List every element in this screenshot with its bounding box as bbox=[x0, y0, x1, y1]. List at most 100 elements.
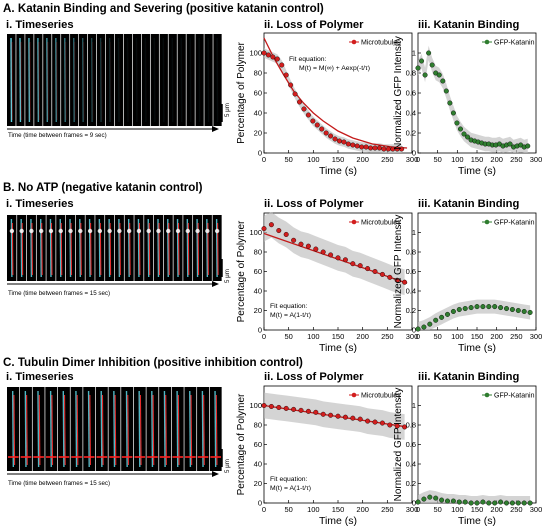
data-point bbox=[310, 118, 316, 124]
y-tick-label: 0.8 bbox=[406, 69, 416, 78]
x-axis-label: Time (s) bbox=[319, 165, 357, 177]
y-tick-label: 0.6 bbox=[406, 89, 416, 98]
data-point bbox=[385, 146, 391, 152]
data-point bbox=[320, 411, 326, 417]
y-tick-label: 0 bbox=[412, 149, 416, 158]
bright-spot bbox=[78, 228, 83, 234]
legend-swatch bbox=[484, 392, 490, 398]
data-point bbox=[387, 274, 393, 280]
data-point bbox=[402, 424, 408, 430]
red-filament bbox=[13, 394, 16, 466]
y-tick-label: 60 bbox=[254, 267, 262, 276]
bright-spot bbox=[185, 228, 190, 234]
x-axis-label: Time (s) bbox=[319, 342, 357, 354]
data-point bbox=[350, 142, 356, 148]
bright-spot bbox=[156, 228, 161, 234]
data-point bbox=[319, 126, 325, 132]
x-tick-label: 50 bbox=[433, 155, 441, 164]
data-point bbox=[372, 419, 378, 425]
row-a-title: A. Katanin Binding and Severing (positiv… bbox=[3, 2, 324, 15]
x-tick-label: 0 bbox=[416, 505, 420, 514]
data-point bbox=[328, 133, 334, 139]
fit-equation-text: Fit equation: bbox=[289, 56, 327, 63]
data-point bbox=[515, 308, 521, 314]
y-tick-label: 0.2 bbox=[406, 306, 416, 315]
cyan-filament bbox=[11, 390, 15, 468]
time-arrow-head bbox=[212, 281, 219, 287]
cyan-filament bbox=[163, 390, 166, 468]
data-point bbox=[350, 415, 356, 421]
legend-label: Microtubules bbox=[361, 40, 401, 47]
data-point bbox=[365, 266, 371, 272]
data-point bbox=[268, 403, 274, 409]
bright-spot bbox=[136, 228, 142, 234]
data-point bbox=[450, 498, 456, 504]
x-tick-label: 300 bbox=[530, 505, 543, 514]
fit-equation-text: Fit equation: bbox=[270, 303, 308, 310]
x-tick-label: 200 bbox=[490, 332, 503, 341]
data-point bbox=[323, 130, 329, 136]
legend-swatch bbox=[351, 392, 357, 398]
data-point bbox=[270, 54, 276, 60]
data-point bbox=[498, 305, 504, 311]
y-tick-label: 60 bbox=[254, 89, 262, 98]
data-point bbox=[439, 314, 445, 320]
x-axis-label: Time (s) bbox=[458, 342, 496, 354]
data-point bbox=[443, 88, 449, 94]
bright-spot bbox=[97, 228, 103, 234]
data-point bbox=[507, 141, 513, 147]
data-point bbox=[345, 141, 351, 147]
x-tick-label: 250 bbox=[381, 505, 394, 514]
data-point bbox=[283, 405, 289, 411]
bright-spot bbox=[117, 228, 122, 234]
cyan-filament bbox=[138, 390, 141, 468]
y-tick-label: 1 bbox=[412, 228, 416, 237]
y-tick-label: 100 bbox=[249, 401, 262, 410]
data-point bbox=[357, 416, 363, 422]
data-point bbox=[283, 231, 289, 237]
row-b-title: B. No ATP (negative katanin control) bbox=[3, 181, 203, 194]
data-point bbox=[433, 495, 439, 501]
x-tick-label: 300 bbox=[406, 505, 419, 514]
y-tick-label: 0.6 bbox=[406, 440, 416, 449]
x-axis-label: Time (s) bbox=[458, 165, 496, 177]
y-axis-label: Percentage of Polymer bbox=[236, 393, 247, 495]
y-tick-label: 20 bbox=[254, 306, 262, 315]
x-tick-label: 300 bbox=[530, 155, 543, 164]
data-point bbox=[461, 131, 467, 137]
data-point bbox=[298, 407, 304, 413]
data-point bbox=[456, 499, 462, 505]
cyan-filament bbox=[125, 390, 128, 468]
y-axis-label: Percentage of Polymer bbox=[236, 220, 247, 322]
data-point bbox=[474, 500, 480, 506]
cyan-filament bbox=[189, 390, 192, 468]
data-point bbox=[440, 78, 446, 84]
y-tick-label: 0 bbox=[412, 499, 416, 508]
legend-swatch bbox=[484, 219, 490, 225]
data-point bbox=[521, 500, 527, 506]
y-tick-label: 0.8 bbox=[406, 421, 416, 430]
red-filament bbox=[38, 394, 41, 466]
bright-spot bbox=[205, 228, 210, 234]
row-c-frame-caption: Time (time between frames = 15 sec) bbox=[8, 480, 111, 487]
x-axis-label: Time (s) bbox=[458, 515, 496, 527]
row-c-katanin-title: iii. Katanin Binding bbox=[418, 371, 520, 383]
legend-label: GFP-Katanin bbox=[494, 40, 535, 47]
x-tick-label: 150 bbox=[332, 505, 345, 514]
cyan-filament bbox=[37, 390, 40, 468]
time-arrow-head bbox=[212, 126, 219, 132]
x-tick-label: 0 bbox=[262, 155, 266, 164]
bright-spot bbox=[19, 228, 24, 234]
red-filament bbox=[63, 394, 66, 466]
y-tick-label: 0 bbox=[412, 326, 416, 335]
y-tick-label: 0.6 bbox=[406, 267, 416, 276]
data-point bbox=[276, 404, 282, 410]
y-tick-label: 40 bbox=[254, 460, 262, 469]
data-point bbox=[342, 414, 348, 420]
data-point bbox=[365, 418, 371, 424]
row-a-timeseries-label: i. Timeseries bbox=[6, 19, 74, 31]
